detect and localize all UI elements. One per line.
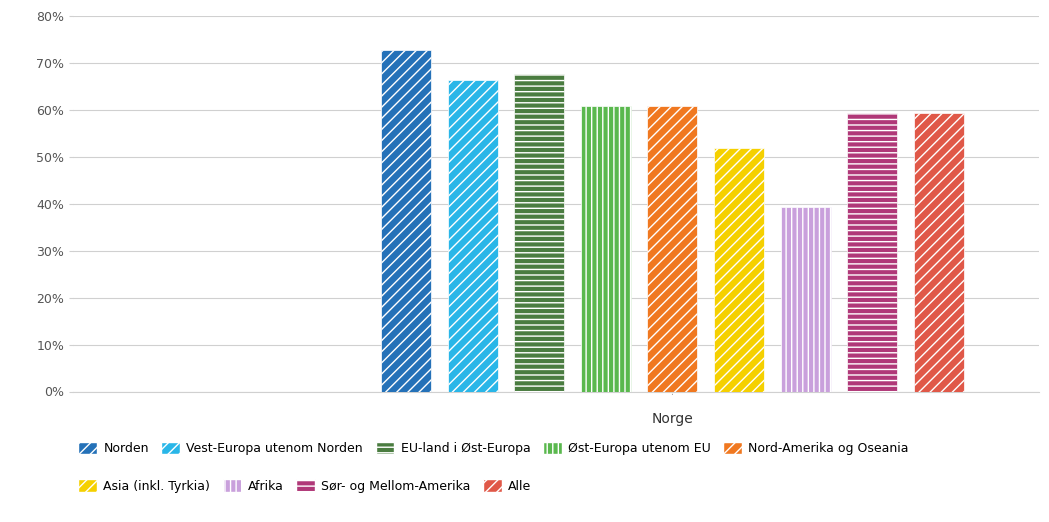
Bar — [514, 75, 564, 392]
Bar — [581, 106, 630, 392]
Bar — [914, 113, 964, 392]
Bar — [647, 106, 698, 392]
Text: Norge: Norge — [651, 412, 693, 426]
Bar — [448, 79, 497, 392]
Bar — [848, 113, 897, 392]
Bar — [381, 51, 431, 392]
Legend: Asia (inkl. Tyrkia), Afrika, Sør- og Mellom-Amerika, Alle: Asia (inkl. Tyrkia), Afrika, Sør- og Mel… — [73, 474, 536, 498]
Bar — [780, 207, 831, 392]
Bar — [714, 148, 764, 392]
